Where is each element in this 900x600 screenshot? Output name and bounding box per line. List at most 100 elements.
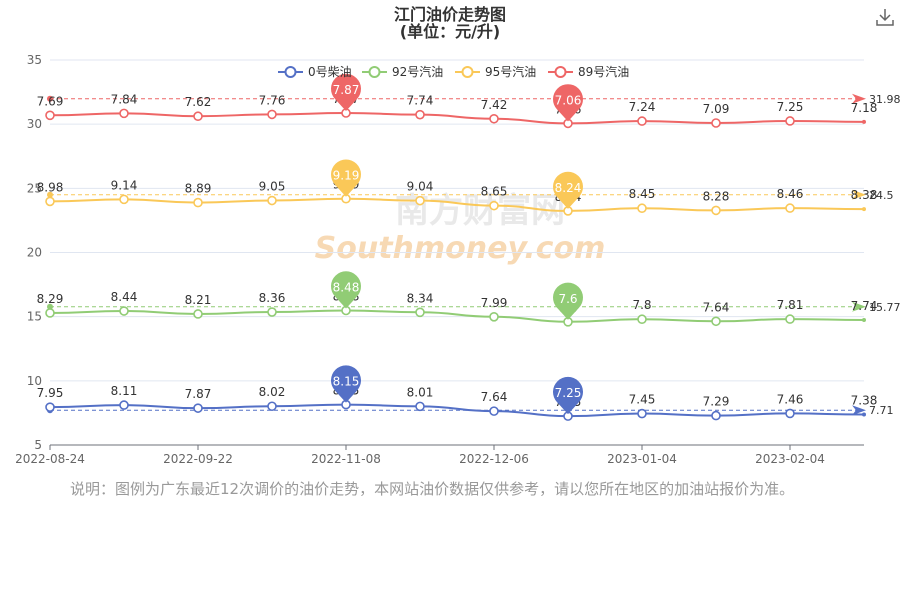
data-label: 7.81 (777, 298, 804, 312)
data-point (711, 205, 721, 216)
legend-item-2[interactable]: 95号汽油 (455, 64, 536, 79)
max-pin-3-value: 7.87 (333, 83, 360, 97)
min-pin-1-shape (553, 282, 583, 320)
average-label-2: 24.5 (869, 189, 894, 202)
legend-label: 89号汽油 (578, 64, 629, 79)
max-pin-0-shape (331, 365, 361, 403)
legend-item-3[interactable]: 89号汽油 (548, 64, 629, 79)
data-point (415, 307, 425, 318)
data-label: 7.74 (851, 299, 878, 313)
data-point (785, 203, 795, 213)
max-pin-0-value: 8.15 (333, 375, 360, 389)
legend[interactable]: 0号柴油 92号汽油 95号汽油 89号汽油 (278, 64, 629, 79)
data-label: 7.46 (777, 392, 804, 406)
data-label: 8.38 (851, 188, 878, 202)
data-point (193, 197, 203, 208)
x-tick-label: 2022-12-06 (459, 452, 529, 466)
data-label: 8.29 (37, 292, 64, 306)
data-label: 8.34 (407, 291, 434, 305)
data-label: 7.45 (629, 393, 656, 407)
data-label: 8.02 (259, 385, 286, 399)
data-point (785, 116, 795, 126)
data-label: 8.44 (111, 290, 138, 304)
y-tick-label: 35 (27, 53, 42, 67)
x-tick-label: 2022-09-22 (163, 452, 233, 466)
max-pin-1: 8.48 (331, 271, 361, 309)
max-pin-0: 8.15 (331, 365, 361, 403)
series-line-2 (49, 197, 865, 212)
y-tick-label: 10 (27, 374, 42, 388)
data-point (489, 113, 499, 124)
data-point (45, 110, 55, 121)
data-point (45, 196, 55, 207)
legend-item-0[interactable]: 0号柴油 (278, 65, 352, 79)
data-point (711, 118, 721, 128)
data-label: 9.05 (259, 180, 286, 194)
average-arrow-1 (852, 301, 866, 312)
series-line-3 (49, 112, 865, 125)
average-arrow-0 (852, 405, 866, 416)
min-pin-3: 7.06 (553, 84, 583, 122)
series-lines (45, 93, 866, 421)
min-pin-0-value: 7.25 (555, 386, 582, 400)
data-label: 7.74 (407, 94, 434, 108)
data-label: 7.38 (851, 393, 878, 407)
legend-marker (284, 66, 297, 78)
download-icon[interactable] (874, 6, 896, 28)
data-point (489, 200, 499, 211)
x-tick-label: 2023-01-04 (607, 452, 677, 466)
data-point (637, 203, 647, 214)
data-point (119, 400, 129, 410)
y-tick-label: 30 (27, 117, 42, 131)
legend-marker (461, 66, 474, 78)
min-pin-2: 8.24 (553, 171, 583, 209)
series-line-0 (49, 403, 865, 418)
y-tick-label: 25 (27, 181, 42, 195)
data-point (267, 307, 277, 317)
min-pin-1-value: 7.6 (558, 292, 577, 306)
data-label: 7.95 (37, 386, 64, 400)
data-label: 7.76 (259, 93, 286, 107)
data-label: 7.09 (703, 102, 730, 116)
data-point (489, 311, 499, 322)
legend-item-1[interactable]: 92号汽油 (362, 64, 443, 79)
average-arrow-3 (852, 93, 866, 104)
data-point (119, 108, 129, 119)
data-point (193, 403, 203, 413)
average-arrow-2 (852, 189, 866, 200)
data-label: 7.69 (37, 94, 64, 108)
min-pin-0: 7.25 (553, 376, 583, 415)
data-point (119, 194, 129, 205)
min-pin-0-shape (553, 376, 583, 415)
average-label-0: 7.71 (869, 404, 894, 417)
data-point (415, 109, 425, 120)
data-point (193, 309, 203, 319)
min-pin-3-shape (553, 84, 583, 122)
data-label: 7.84 (111, 92, 138, 106)
data-point (415, 401, 425, 412)
average-label-3: 31.98 (869, 93, 900, 106)
data-point (267, 109, 277, 120)
data-label: 9.14 (111, 178, 138, 192)
average-label-1: 15.77 (869, 301, 900, 314)
x-tick-label: 2022-11-08 (311, 452, 381, 466)
data-point (862, 207, 866, 212)
data-label: 7.99 (481, 296, 508, 310)
min-pin-3-value: 7.06 (555, 93, 582, 107)
data-label: 8.65 (481, 185, 508, 199)
data-point (785, 314, 795, 324)
legend-label: 0号柴油 (308, 65, 352, 79)
min-pin-2-value: 8.24 (555, 181, 582, 195)
data-label: 8.28 (703, 189, 730, 203)
x-tick-label: 2023-02-04 (755, 452, 825, 466)
max-pin-3-shape (331, 73, 361, 112)
data-label: 7.25 (777, 100, 804, 114)
grid (50, 59, 864, 382)
data-point (193, 111, 203, 122)
y-tick-label: 20 (27, 246, 42, 260)
average-start-dot-3 (47, 95, 53, 102)
data-point (267, 195, 277, 206)
